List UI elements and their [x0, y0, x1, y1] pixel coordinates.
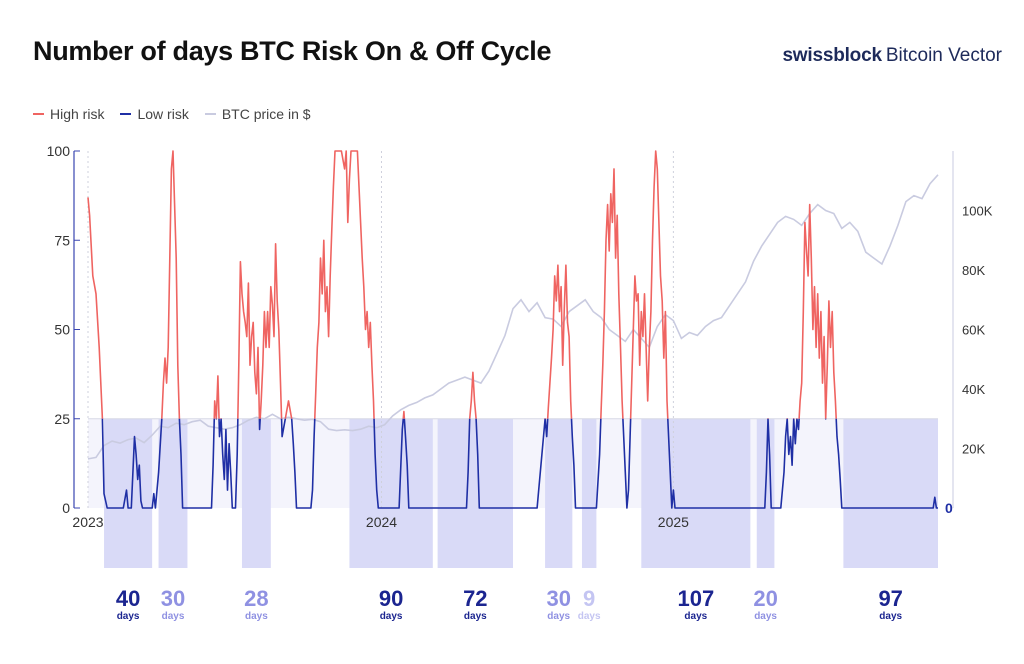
x-tick-label: 2024 [366, 514, 397, 530]
y-right-tick-label: 80K [962, 263, 985, 278]
low-risk-band [241, 418, 271, 568]
days-unit-label: days [464, 611, 487, 622]
legend-item-high-risk: High risk [33, 106, 104, 122]
y-left-tick-label: 50 [54, 322, 70, 338]
days-unit-label: days [380, 611, 403, 622]
x-tick-label: 2023 [72, 514, 103, 530]
low-risk-band [545, 418, 573, 568]
high-risk-polyline [87, 150, 838, 419]
btc-price-line [87, 174, 939, 460]
brand-name-regular: Bitcoin Vector [885, 45, 1002, 66]
days-unit-label: days [754, 611, 777, 622]
days-unit-label: days [245, 611, 268, 622]
axis-labels: 0 25 50 75 100 0 20K 40K 60K 80K 100K 2023 2024 2025 [47, 143, 993, 530]
days-count-label: 90 [379, 586, 403, 611]
y-right-tick-label: 20K [962, 442, 985, 457]
days-count-label: 40 [116, 586, 140, 611]
y-right-tick-label: 100K [962, 204, 993, 219]
low-risk-band [437, 418, 513, 568]
legend-item-btc-price: BTC price in $ [204, 106, 311, 122]
days-count-label: 72 [463, 586, 487, 611]
low-risk-bands [88, 418, 938, 568]
days-unit-label: days [879, 611, 902, 622]
legend-item-low-risk: Low risk [120, 106, 189, 122]
legend-swatch-low-risk [120, 113, 132, 115]
days-unit-label: days [547, 611, 570, 622]
y-right-tick-label: 60K [962, 323, 985, 338]
low-risk-band [581, 418, 597, 568]
low-risk-band [158, 418, 188, 568]
days-unit-label: days [117, 611, 140, 622]
y-left-tick-label: 75 [54, 232, 70, 248]
low-risk-band [104, 418, 153, 568]
low-risk-band [349, 418, 433, 568]
legend-swatch-high-risk [33, 113, 44, 115]
chart-legend: High risk Low risk BTC price in $ [33, 106, 311, 122]
risk-line [87, 150, 938, 509]
legend-swatch-btc-price [204, 113, 216, 115]
days-count-label: 30 [546, 586, 570, 611]
legend-label-low-risk: Low risk [137, 106, 189, 122]
days-count-label: 9 [583, 586, 595, 611]
days-count-label: 97 [878, 586, 902, 611]
legend-label-high-risk: High risk [50, 106, 105, 122]
low-risk-band [641, 418, 751, 568]
days-count-label: 20 [753, 586, 777, 611]
days-count-label: 30 [161, 586, 185, 611]
x-tick-label: 2025 [658, 514, 689, 530]
brand-name-bold: swissblock [782, 45, 882, 66]
y-left-tick-label: 25 [54, 411, 70, 427]
legend-label-btc-price: BTC price in $ [221, 106, 311, 122]
days-unit-label: days [162, 611, 185, 622]
days-unit-label: days [684, 611, 707, 622]
btc-price-polyline [87, 174, 939, 460]
chart-title: Number of days BTC Risk On & Off Cycle [33, 36, 552, 66]
low-risk-polyline [101, 418, 938, 509]
low-risk-band [843, 418, 938, 568]
y-left-tick-label: 0 [62, 500, 70, 516]
y-left-tick-label: 100 [47, 143, 71, 159]
y-right-tick-label: 0 [945, 500, 953, 516]
y-right-tick-label: 40K [962, 382, 985, 397]
days-labels: 40days30days28days90days72days30days9day… [116, 586, 903, 622]
brand-logo: swissblock Bitcoin Vector [782, 45, 1002, 67]
days-count-label: 28 [244, 586, 268, 611]
days-count-label: 107 [677, 586, 714, 611]
days-unit-label: days [578, 611, 601, 622]
